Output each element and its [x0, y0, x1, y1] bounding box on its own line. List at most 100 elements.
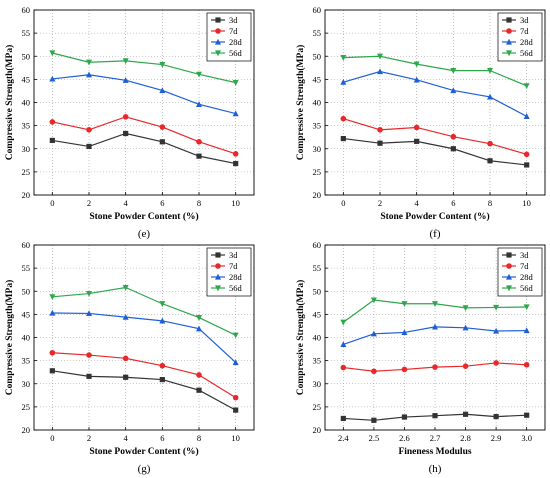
series-7d	[340, 360, 530, 375]
series-7d	[49, 349, 239, 401]
series-3d	[49, 368, 239, 413]
x-tick-label: 3.0	[521, 433, 532, 443]
series-line-7d	[52, 352, 236, 399]
y-tick-label: 40	[313, 98, 322, 108]
data-point-3d	[123, 374, 129, 380]
y-tick-label: 55	[313, 28, 322, 38]
series-line-56d	[343, 55, 527, 87]
data-point-56d	[49, 50, 56, 57]
panel-caption: (h)	[429, 463, 442, 475]
x-tick-label: 2.8	[460, 433, 471, 443]
y-tick-label: 20	[313, 190, 322, 200]
y-tick-label: 55	[22, 263, 31, 273]
data-point-56d	[232, 80, 239, 86]
y-axis-label: Compressive Strength(MPa)	[4, 280, 15, 395]
data-point-7d	[432, 364, 438, 370]
legend-marker-7d	[506, 28, 512, 34]
series-line-56d	[52, 52, 236, 84]
data-point-3d	[462, 411, 469, 417]
series-line-28d	[52, 74, 236, 115]
x-tick-label: 2	[87, 433, 91, 443]
series-line-28d	[343, 70, 527, 117]
data-point-3d	[401, 414, 408, 420]
series-line-3d	[52, 370, 236, 411]
panel-caption: (g)	[138, 463, 151, 475]
series-7d	[340, 115, 530, 158]
data-point-28d	[493, 327, 500, 334]
data-point-3d	[86, 143, 92, 150]
data-point-3d	[159, 376, 165, 383]
x-tick-label: 10	[231, 198, 240, 208]
y-tick-label: 25	[22, 167, 31, 177]
data-point-56d	[232, 332, 239, 339]
legend-label: 28d	[229, 37, 243, 47]
data-point-28d	[487, 93, 493, 100]
y-tick-label: 25	[313, 167, 322, 177]
y-tick-label: 45	[22, 309, 31, 319]
legend-marker-28d	[506, 38, 512, 45]
data-point-3d	[340, 415, 346, 422]
legend-marker-3d	[506, 17, 512, 23]
legend-label: 3d	[520, 250, 529, 260]
legend-marker-3d	[215, 17, 221, 23]
data-point-28d	[401, 329, 408, 336]
legend-label: 56d	[229, 48, 243, 58]
data-point-3d	[340, 135, 346, 142]
data-point-28d	[196, 325, 202, 332]
data-point-56d	[340, 319, 347, 326]
y-axis-label: Compressive Strength(MPa)	[295, 280, 306, 395]
legend-marker-7d	[215, 263, 221, 269]
legend-label: 7d	[229, 26, 238, 36]
data-point-3d	[414, 138, 420, 144]
legend-marker-3d	[506, 252, 512, 258]
y-tick-label: 50	[22, 286, 31, 296]
legend-marker-56d	[506, 285, 512, 292]
panel-caption: (e)	[138, 228, 151, 240]
data-point-7d	[371, 368, 377, 375]
data-point-3d	[196, 387, 202, 393]
data-point-56d	[86, 59, 92, 66]
data-point-7d	[232, 151, 239, 157]
series-3d	[340, 411, 530, 423]
data-point-28d	[196, 101, 202, 107]
x-tick-label: 6	[451, 198, 455, 208]
legend-label: 3d	[229, 250, 238, 260]
data-point-7d	[450, 133, 457, 140]
x-axis-label: Stone Powder Content (%)	[380, 211, 489, 222]
data-point-28d	[370, 330, 377, 337]
x-tick-label: 2	[378, 198, 382, 208]
data-point-28d	[159, 317, 166, 324]
data-point-7d	[159, 124, 166, 130]
series-56d	[340, 53, 530, 90]
data-point-56d	[377, 53, 383, 60]
data-point-56d	[340, 55, 347, 61]
data-point-28d	[86, 71, 92, 78]
data-point-3d	[196, 153, 202, 159]
y-tick-label: 35	[22, 356, 31, 366]
data-point-7d	[122, 114, 129, 120]
y-tick-label: 45	[22, 74, 31, 84]
y-tick-label: 60	[313, 240, 322, 250]
x-tick-label: 6	[160, 198, 164, 208]
data-point-56d	[401, 301, 408, 307]
legend-label: 7d	[229, 261, 238, 271]
y-tick-label: 40	[313, 333, 322, 343]
data-point-7d	[196, 139, 202, 145]
series-56d	[49, 50, 239, 86]
legend-marker-7d	[215, 28, 221, 34]
series-3d	[49, 130, 239, 167]
y-tick-label: 35	[313, 356, 322, 366]
x-tick-label: 2.5	[369, 433, 380, 443]
legend-label: 28d	[520, 272, 534, 282]
legend-label: 56d	[520, 283, 534, 293]
y-tick-label: 50	[22, 51, 31, 61]
data-point-7d	[86, 126, 92, 133]
x-tick-label: 8	[488, 198, 492, 208]
data-point-28d	[377, 68, 383, 75]
data-point-56d	[523, 304, 530, 311]
data-point-3d	[123, 130, 129, 137]
chart-panel-2: 20 25 30 35 40 45 50 55 60 0 2 4 6 8 10 Stone Powder Co…	[295, 5, 546, 240]
data-point-56d	[159, 61, 166, 68]
x-tick-label: 4	[124, 198, 129, 208]
